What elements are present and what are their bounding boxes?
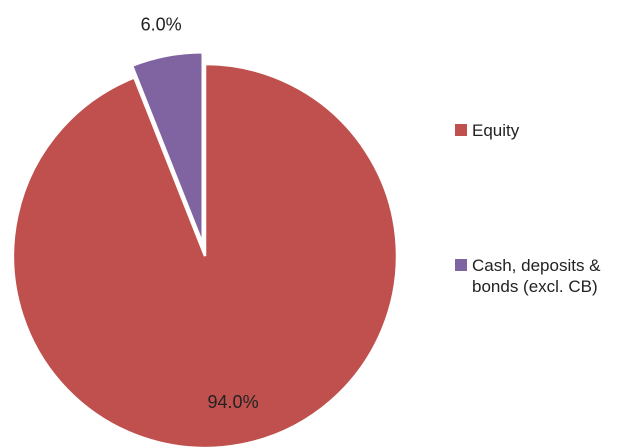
pie-slice bbox=[130, 50, 205, 245]
legend-swatch bbox=[455, 259, 467, 271]
data-label: 6.0% bbox=[141, 15, 182, 35]
legend-item: Equity bbox=[455, 120, 636, 141]
data-label: 94.0% bbox=[208, 392, 259, 412]
legend-item: Cash, deposits & bonds (excl. CB) bbox=[455, 255, 636, 297]
legend-label: Cash, deposits & bonds (excl. CB) bbox=[472, 256, 601, 296]
pie-slice bbox=[11, 62, 399, 448]
legend-label: Equity bbox=[472, 121, 520, 140]
legend-swatch bbox=[455, 124, 467, 136]
